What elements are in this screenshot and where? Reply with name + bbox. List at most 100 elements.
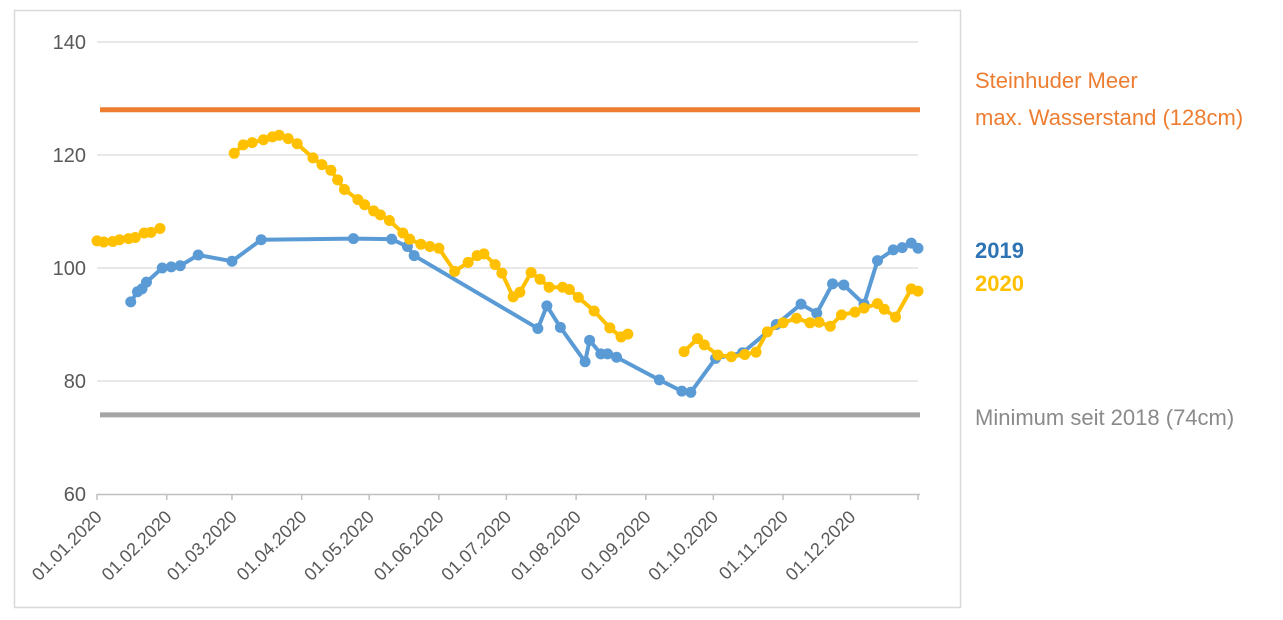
series-2020-marker <box>698 339 710 351</box>
series-2019-marker <box>541 300 553 312</box>
series-2020-marker <box>332 174 344 186</box>
series-2019-marker <box>896 242 908 254</box>
series-2020-marker <box>154 222 166 234</box>
series-2020-marker <box>739 348 751 360</box>
series-2019-marker <box>611 351 623 363</box>
series-2020-marker <box>836 309 848 321</box>
series-2019-marker <box>795 298 807 310</box>
series-2019-marker <box>386 233 398 245</box>
series-2019-marker <box>156 262 168 274</box>
x-axis-label: 01.03.2020 <box>163 507 241 585</box>
series-2020-marker <box>338 183 350 195</box>
series-2020-marker <box>433 242 445 254</box>
x-axis-label: 01.11.2020 <box>715 507 792 584</box>
series-2020-marker <box>246 137 258 149</box>
x-axis-label: 01.02.2020 <box>98 507 176 585</box>
series-2019-marker <box>872 255 884 267</box>
x-axis-label: 01.10.2020 <box>644 507 722 585</box>
chart-frame <box>13 9 962 609</box>
series-2019-marker <box>811 307 823 319</box>
series-2020-marker <box>307 152 319 164</box>
series-2020-marker <box>604 322 616 334</box>
series-2019-marker <box>554 321 566 333</box>
series-2020-marker <box>383 215 395 227</box>
series-2020-marker <box>791 312 803 324</box>
series-2019-marker <box>827 278 839 290</box>
x-axis-label: 01.12.2020 <box>782 507 860 585</box>
series-2019-marker <box>140 276 152 288</box>
series-2020-marker <box>316 159 328 171</box>
series-2020-marker <box>725 351 737 363</box>
series-2019-marker <box>584 334 596 346</box>
legend-2019-label: 2019 <box>975 238 1024 263</box>
series-2020-marker <box>813 316 825 328</box>
series-2020-marker <box>912 285 924 297</box>
y-axis-label: 100 <box>53 258 86 280</box>
series-2020-marker <box>878 303 890 315</box>
series-2019-marker <box>838 279 850 291</box>
series-2020-marker <box>543 281 555 293</box>
series-2020-marker <box>282 133 294 145</box>
series-2019-marker <box>192 249 204 261</box>
series-2020-marker <box>478 248 490 260</box>
series-2019-marker <box>174 260 186 272</box>
y-axis-label: 60 <box>64 484 86 506</box>
series-2019-marker <box>602 348 614 360</box>
series-2020-marker <box>359 199 371 211</box>
series-2020-marker <box>525 267 537 279</box>
series-2020-marker <box>890 311 902 323</box>
series-2020-marker <box>804 317 816 329</box>
series-2020-marker <box>563 283 575 295</box>
series-2019-marker <box>532 322 544 334</box>
x-axis-label: 01.08.2020 <box>507 507 585 585</box>
series-2020-marker <box>424 241 436 253</box>
series-2020-marker <box>750 346 762 358</box>
series-2019-marker <box>685 386 697 398</box>
series-2019-marker <box>226 255 238 267</box>
x-axis-label: 01.01.2020 <box>28 507 106 585</box>
series-2020-marker <box>145 226 157 238</box>
series-2020-marker <box>761 326 773 338</box>
y-axis-label: 80 <box>64 371 86 393</box>
series-2020-marker <box>777 317 789 329</box>
min-waterlevel-annotation: Minimum seit 2018 (74cm) <box>975 405 1235 430</box>
series-2020-marker <box>496 267 508 279</box>
series-2020-marker <box>237 139 249 151</box>
series-2019-marker <box>676 385 688 397</box>
series-2019-marker <box>912 242 924 254</box>
series-2020-marker <box>374 209 386 221</box>
series-2020-marker <box>588 305 600 317</box>
series-2020-marker <box>291 138 303 150</box>
series-2020-marker <box>404 233 416 245</box>
series-2020-marker <box>273 129 285 141</box>
series-2020-marker <box>824 320 836 332</box>
max-annotation-line2: max. Wasserstand (128cm) <box>975 105 1244 130</box>
x-axis-label: 01.07.2020 <box>437 507 515 585</box>
max-annotation-line1: Steinhuder Meer <box>975 68 1138 93</box>
series-2020-marker <box>113 234 125 246</box>
series-2020-marker <box>849 306 861 318</box>
series-2020-marker <box>257 134 269 146</box>
series-2020-line <box>232 133 630 339</box>
series-2020-marker <box>415 238 427 250</box>
series-2020-marker <box>572 291 584 303</box>
series-2020-marker <box>325 164 337 176</box>
series-2020-marker <box>622 328 634 340</box>
series-2019-marker <box>125 296 137 308</box>
legend-2020-label: 2020 <box>975 271 1024 296</box>
series-2019-marker <box>887 244 899 256</box>
series-2020-marker <box>462 256 474 268</box>
x-axis-label: 01.09.2020 <box>577 507 655 585</box>
series-2020-marker <box>514 286 526 298</box>
series-2019-marker <box>653 374 665 386</box>
series-2020-marker <box>449 265 461 277</box>
series-2019-marker <box>165 261 177 273</box>
series-2020-marker <box>228 147 240 159</box>
max-waterlevel-annotation: Steinhuder Meer max. Wasserstand (128cm) <box>975 62 1243 136</box>
y-axis-label: 140 <box>53 32 86 54</box>
series-2020-marker <box>712 349 724 361</box>
series-2019-marker <box>347 233 359 245</box>
series-2019-marker <box>255 234 267 246</box>
series-2020-marker <box>98 236 110 248</box>
